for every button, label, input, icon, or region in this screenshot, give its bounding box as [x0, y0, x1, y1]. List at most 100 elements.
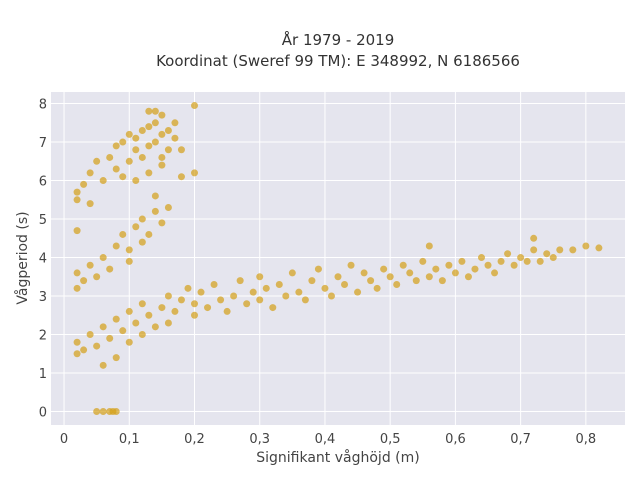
scatter-point [275, 280, 283, 288]
scatter-point [373, 284, 381, 292]
x-tick-label: 0,5 [380, 432, 401, 447]
scatter-point [132, 223, 140, 231]
scatter-point [406, 269, 414, 277]
scatter-point [132, 146, 140, 154]
scatter-point [458, 257, 466, 265]
scatter-point [504, 250, 512, 258]
scatter-point [341, 280, 349, 288]
scatter-point [210, 280, 218, 288]
scatter-point [177, 296, 185, 304]
scatter-point [138, 238, 146, 246]
y-tick-label: 2 [39, 329, 47, 344]
scatter-point [445, 261, 453, 269]
scatter-point [223, 307, 231, 315]
scatter-point [151, 107, 159, 115]
scatter-point [164, 146, 172, 154]
scatter-point [204, 304, 212, 312]
scatter-point [132, 177, 140, 185]
y-tick-label: 8 [39, 98, 47, 113]
scatter-point [158, 304, 166, 312]
scatter-point [549, 254, 557, 262]
x-tick-label: 0,4 [315, 432, 336, 447]
scatter-point [80, 180, 88, 188]
scatter-point [171, 307, 179, 315]
scatter-point [151, 207, 159, 215]
scatter-point [249, 288, 257, 296]
scatter-point [145, 311, 153, 319]
scatter-point [112, 165, 120, 173]
scatter-point [556, 246, 564, 254]
scatter-point [119, 327, 127, 335]
scatter-point [99, 408, 107, 416]
chart-title-line-2: Koordinat (Sweref 99 TM): E 348992, N 61… [156, 52, 520, 70]
scatter-point [536, 257, 544, 265]
scatter-point [256, 273, 264, 281]
scatter-point [191, 101, 198, 109]
x-tick-label: 0,7 [510, 432, 531, 447]
x-tick-label: 0 [60, 432, 68, 447]
scatter-point [243, 300, 251, 308]
y-tick-labels: 0 1 2 3 4 5 6 7 8 [39, 98, 47, 421]
scatter-point [151, 323, 159, 331]
scatter-point [106, 153, 114, 161]
scatter-point [530, 246, 538, 254]
scatter-point [151, 138, 159, 146]
scatter-point [510, 261, 518, 269]
scatter-point [125, 157, 133, 165]
x-tick-label: 0,6 [445, 432, 466, 447]
scatter-point [106, 265, 114, 273]
scatter-point [386, 273, 394, 281]
scatter-point [595, 244, 603, 252]
y-tick-label: 3 [39, 290, 47, 305]
scatter-point [314, 265, 322, 273]
scatter-point [217, 296, 225, 304]
scatter-point [269, 304, 277, 312]
scatter-point [164, 126, 172, 134]
scatter-point [109, 408, 117, 416]
scatter-point [171, 119, 179, 127]
scatter-point [256, 296, 264, 304]
scatter-point [191, 300, 198, 308]
scatter-point [497, 257, 505, 265]
scatter-point [327, 292, 335, 300]
scatter-point [80, 346, 88, 354]
scatter-point [393, 280, 401, 288]
scatter-point [145, 230, 153, 238]
x-axis-label: Signifikant våghöjd (m) [256, 449, 419, 466]
scatter-point [86, 169, 94, 177]
scatter-point [451, 269, 459, 277]
scatter-point [543, 250, 551, 258]
scatter-point [438, 277, 446, 285]
scatter-point [197, 288, 205, 296]
scatter-point [523, 257, 531, 265]
scatter-point [112, 354, 120, 362]
scatter-point [73, 269, 81, 277]
scatter-point [164, 292, 172, 300]
scatter-point [132, 319, 140, 327]
y-tick-label: 5 [39, 213, 47, 228]
scatter-point [86, 261, 94, 269]
scatter-point [471, 265, 479, 273]
scatter-point [73, 196, 81, 204]
scatter-point [380, 265, 388, 273]
scatter-point [478, 254, 485, 262]
scatter-point [230, 292, 238, 300]
scatter-point [191, 169, 198, 177]
y-axis-label: Vågperiod (s) [14, 211, 31, 304]
scatter-point [145, 123, 153, 131]
scatter-point [432, 265, 440, 273]
scatter-point [158, 219, 166, 227]
scatter-point [288, 269, 296, 277]
scatter-point [191, 311, 198, 319]
scatter-point [73, 338, 81, 346]
scatter-point [151, 119, 159, 127]
scatter-point [158, 153, 166, 161]
data-points [73, 101, 603, 416]
scatter-point [360, 269, 368, 277]
scatter-point [412, 277, 420, 285]
scatter-point [419, 257, 427, 265]
scatter-point [171, 134, 179, 142]
y-tick-label: 4 [39, 252, 47, 267]
